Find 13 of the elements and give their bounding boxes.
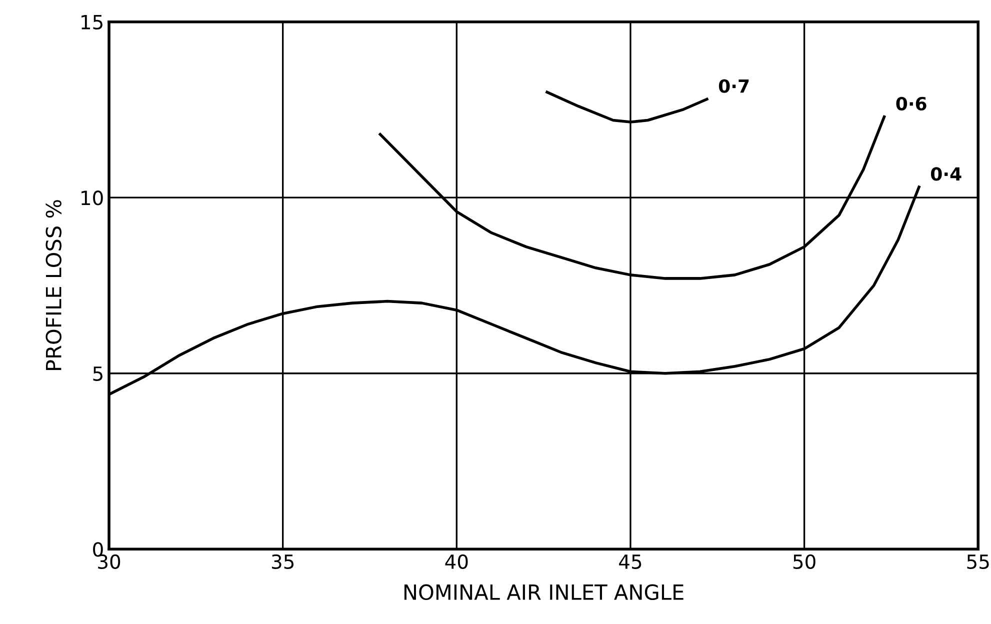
y-axis-title: PROFILE LOSS % [46, 200, 62, 370]
x-tick-label: 50 [793, 554, 816, 570]
x-axis-title: NOMINAL AIR INLET ANGLE [404, 584, 684, 600]
y-tick-label: 5 [93, 366, 102, 382]
y-tick-label: 10 [82, 190, 103, 206]
x-tick-label: 40 [445, 554, 468, 570]
x-tick-label: 45 [619, 554, 642, 570]
series-label: 0·7 [718, 79, 749, 93]
x-tick-label: 55 [967, 554, 989, 570]
series-label: 0·4 [930, 167, 962, 181]
y-tick-label: 15 [82, 15, 102, 30]
x-tick-label: 35 [272, 554, 294, 570]
series-label: 0·6 [896, 96, 926, 110]
